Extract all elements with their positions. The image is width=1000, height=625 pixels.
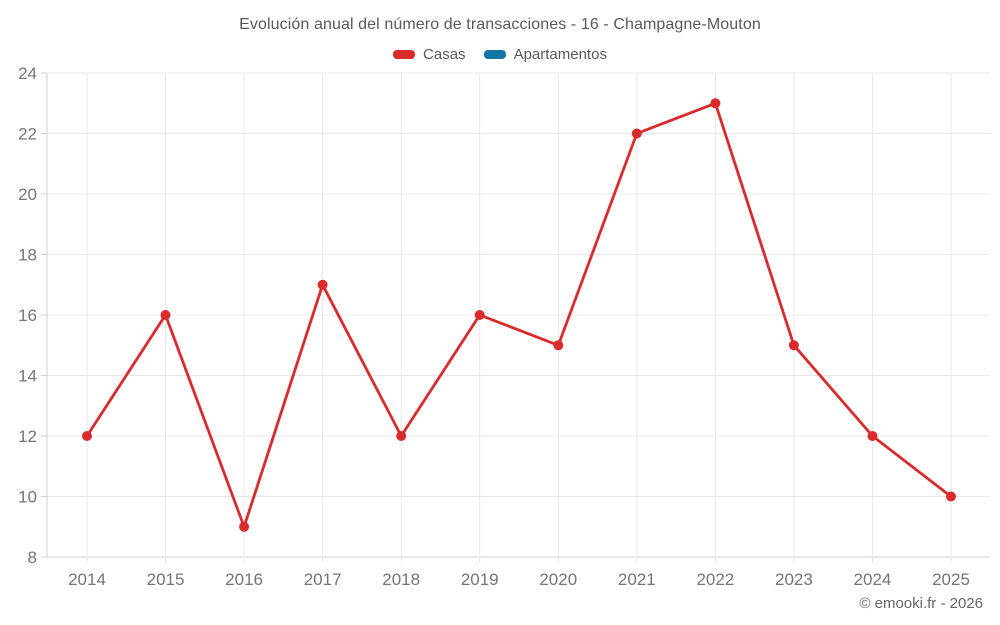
data-point-marker[interactable]: [396, 431, 407, 441]
legend-swatch-casas: [393, 50, 416, 59]
data-point-marker[interactable]: [82, 431, 92, 441]
x-tick-label: 2024: [854, 570, 892, 589]
y-tick-label: 10: [18, 488, 37, 507]
data-point-marker[interactable]: [788, 340, 799, 351]
data-point-marker[interactable]: [710, 98, 721, 109]
data-point-marker[interactable]: [553, 340, 564, 351]
legend-label: Apartamentos: [513, 46, 607, 63]
x-tick-label: 2025: [932, 570, 970, 589]
x-tick-label: 2021: [618, 570, 656, 589]
legend-item-casas[interactable]: Casas: [393, 46, 466, 63]
series-casas: [82, 98, 956, 532]
x-tick-label: 2014: [68, 570, 106, 589]
x-tick-label: 2015: [147, 570, 185, 589]
copyright-credit: © emooki.fr - 2026: [859, 595, 983, 612]
x-tick-label: 2016: [225, 570, 263, 589]
y-tick-label: 22: [18, 125, 37, 144]
legend-item-apartamentos[interactable]: Apartamentos: [483, 46, 607, 63]
legend-label: Casas: [423, 46, 466, 63]
x-tick-label: 2019: [461, 570, 499, 589]
y-tick-label: 14: [18, 367, 37, 386]
x-tick-label: 2018: [382, 570, 420, 589]
data-point-marker[interactable]: [317, 279, 328, 290]
y-tick-label: 12: [18, 427, 37, 446]
y-tick-label: 16: [18, 306, 37, 325]
legend-swatch-apartamentos: [483, 50, 506, 59]
series-line: [85, 101, 953, 529]
x-tick-label: 2017: [304, 570, 342, 589]
data-point-marker[interactable]: [239, 521, 250, 532]
legend: Casas Apartamentos: [0, 46, 1000, 63]
y-tick-label: 20: [18, 185, 37, 204]
x-tick-label: 2020: [539, 570, 577, 589]
data-point-marker[interactable]: [631, 128, 642, 139]
y-tick-label: 8: [28, 548, 37, 567]
data-point-marker[interactable]: [160, 310, 171, 320]
y-tick-label: 24: [18, 64, 37, 83]
chart-title: Evolución anual del número de transaccio…: [239, 16, 761, 33]
data-point-marker[interactable]: [867, 431, 878, 441]
x-tick-label: 2022: [696, 570, 734, 589]
x-tick-label: 2023: [775, 570, 813, 589]
y-tick-label: 18: [18, 246, 37, 265]
data-point-marker[interactable]: [474, 310, 485, 320]
data-point-marker[interactable]: [946, 491, 956, 502]
